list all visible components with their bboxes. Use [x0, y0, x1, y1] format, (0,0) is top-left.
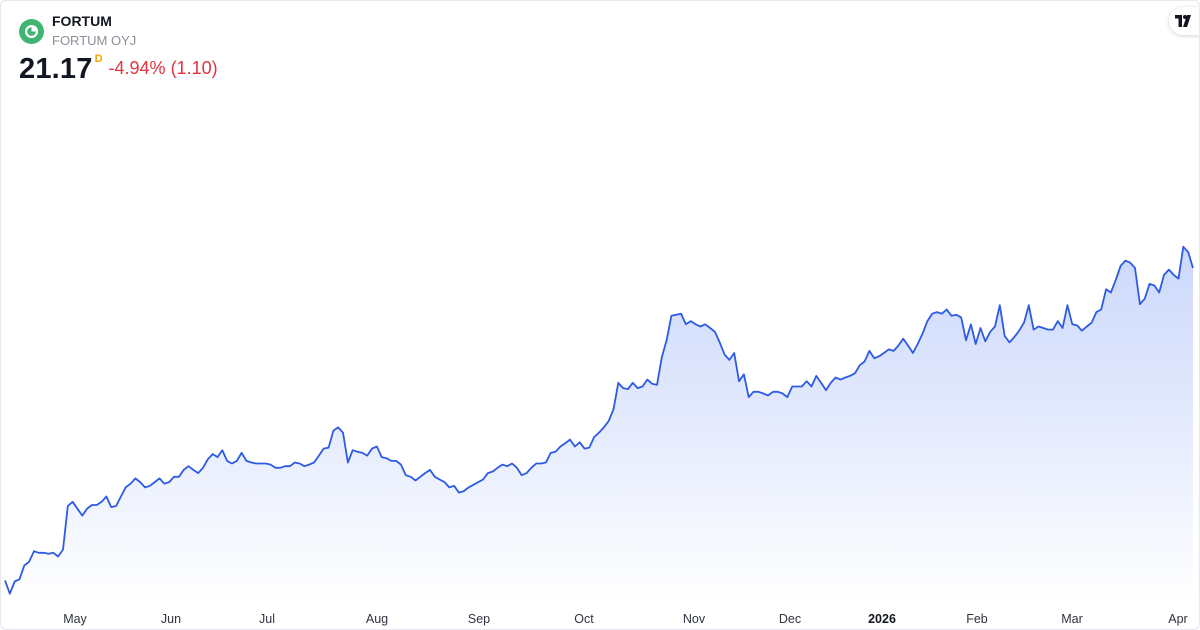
x-tick-label: Oct	[574, 612, 594, 626]
x-tick-label: Apr	[1168, 612, 1187, 626]
price-change: -4.94% (1.10)	[108, 58, 218, 78]
last-price: 21.17	[19, 53, 93, 85]
x-tick-label: Sep	[468, 612, 490, 626]
x-tick-label: Jun	[161, 612, 181, 626]
price-area-fill	[5, 246, 1193, 602]
x-tick-label: Feb	[966, 612, 988, 626]
interval-badge: D	[94, 53, 103, 65]
price-line	[4, 245, 1194, 595]
company-name: FORTUM OYJ	[52, 33, 137, 48]
x-tick-label: 2026	[868, 612, 896, 626]
symbol-ticker[interactable]: FORTUM	[52, 13, 112, 29]
x-tick-label: May	[63, 612, 87, 626]
x-tick-label: Dec	[779, 612, 801, 626]
x-tick-label: Aug	[366, 612, 388, 626]
tradingview-logo-icon[interactable]	[1169, 7, 1199, 35]
x-tick-label: Nov	[683, 612, 706, 626]
fortum-logo-icon	[19, 19, 44, 44]
x-tick-label: Jul	[259, 612, 275, 626]
price-row: 21.17 D -4.94% (1.10)	[19, 53, 218, 86]
x-tick-label: Mar	[1061, 612, 1083, 626]
